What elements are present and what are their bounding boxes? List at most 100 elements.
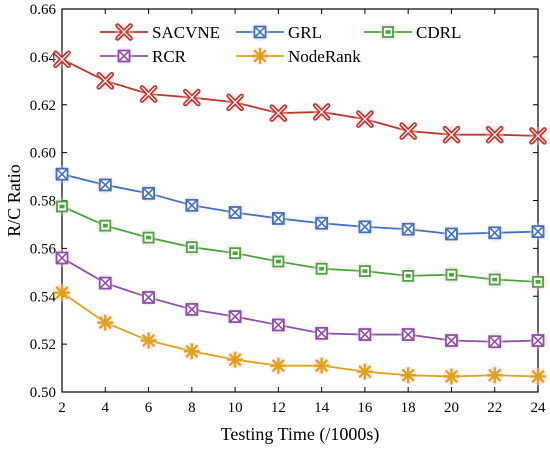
square-cross [185, 199, 198, 212]
y-tick-label: 0.52 [30, 337, 56, 353]
data-point [96, 216, 115, 235]
square-cross [315, 217, 328, 230]
x-tick-label: 16 [357, 400, 373, 416]
data-point [96, 175, 115, 194]
star-icon [270, 357, 287, 374]
x-cross-inner [401, 123, 416, 139]
x-cross-inner [227, 95, 243, 110]
data-point [312, 102, 331, 121]
x-cross-inner [116, 24, 132, 40]
legend-marker [251, 23, 269, 41]
data-point [529, 126, 547, 145]
data-point [269, 104, 288, 123]
square-cross [55, 251, 69, 265]
square-bar [146, 235, 152, 240]
legend-item: RCR [100, 47, 187, 66]
y-tick-label: 0.58 [30, 194, 56, 210]
square-cross [402, 328, 415, 341]
star-icon [251, 47, 269, 65]
x-cross-inner [530, 128, 546, 143]
square-cross [253, 25, 267, 39]
x-tick-label: 12 [271, 400, 286, 416]
square-bar [319, 266, 325, 271]
x-tick-label: 2 [58, 400, 66, 416]
x-cross-inner [98, 73, 113, 88]
x-cross-inner [54, 52, 70, 67]
series-sacvne [53, 50, 547, 145]
data-point [226, 203, 245, 222]
y-tick-label: 0.66 [30, 2, 57, 18]
square-cross [55, 168, 69, 181]
data-point [182, 196, 201, 215]
y-tick-label: 0.50 [30, 385, 56, 401]
data-point [399, 325, 418, 344]
data-point [226, 350, 245, 369]
x-cross-inner [357, 112, 373, 127]
square-cross [531, 334, 545, 347]
data-point [269, 252, 288, 271]
y-tick-label: 0.56 [30, 241, 57, 257]
square-bar [189, 245, 195, 249]
data-point [53, 165, 71, 184]
data-point [182, 88, 201, 107]
square-cross [445, 227, 458, 241]
data-point [53, 197, 71, 216]
legend-label: RCR [152, 47, 187, 66]
square-bar [535, 280, 541, 284]
data-point [442, 265, 461, 284]
square-cross [445, 334, 458, 347]
series-cdrl [53, 197, 547, 291]
x-cross-inner [271, 106, 286, 121]
star-icon [226, 351, 244, 368]
star-icon [356, 363, 374, 380]
x-cross-inner [314, 104, 329, 120]
data-point [269, 315, 288, 334]
star-icon [529, 368, 547, 385]
data-point [529, 272, 547, 291]
data-point [442, 225, 461, 244]
data-point [182, 238, 201, 257]
data-point [355, 262, 374, 281]
legend-item: SACVNE [100, 23, 220, 42]
star-icon [313, 357, 330, 374]
square-cross [402, 223, 415, 236]
square-cross [99, 178, 112, 192]
legend-label: NodeRank [288, 47, 361, 66]
data-point [355, 217, 374, 236]
data-point [485, 223, 504, 242]
legend-marker [115, 23, 133, 41]
data-point [269, 209, 288, 228]
legend-label: CDRL [416, 23, 461, 42]
data-point [399, 366, 418, 385]
data-point [485, 332, 504, 351]
legend-item: NodeRank [236, 47, 361, 66]
y-tick-label: 0.62 [30, 98, 56, 114]
square-bar [385, 30, 391, 34]
y-tick-label: 0.64 [30, 50, 57, 66]
data-point [399, 266, 418, 285]
square-bar [59, 204, 65, 209]
square-cross [358, 328, 371, 341]
x-tick-label: 10 [228, 400, 243, 416]
x-tick-label: 24 [531, 400, 547, 416]
square-bar [232, 251, 238, 255]
series-noderank [53, 283, 547, 386]
square-bar [405, 274, 411, 278]
x-axis: 2 4 6 8 10 12 14 16 18 20 22 24 [58, 9, 546, 416]
star-icon [183, 343, 201, 360]
x-cross-inner [444, 127, 459, 142]
square-cross [488, 226, 501, 239]
y-tick-label: 0.60 [30, 146, 56, 162]
legend-item: GRL [236, 23, 322, 42]
data-point [312, 356, 331, 375]
data-point [53, 50, 71, 69]
data-point [96, 71, 115, 90]
x-tick-label: 18 [401, 400, 416, 416]
data-point [226, 93, 245, 112]
square-cross [99, 277, 112, 290]
star-icon [443, 368, 460, 385]
x-tick-label: 20 [444, 400, 459, 416]
data-point [96, 313, 115, 332]
data-point [182, 300, 201, 319]
